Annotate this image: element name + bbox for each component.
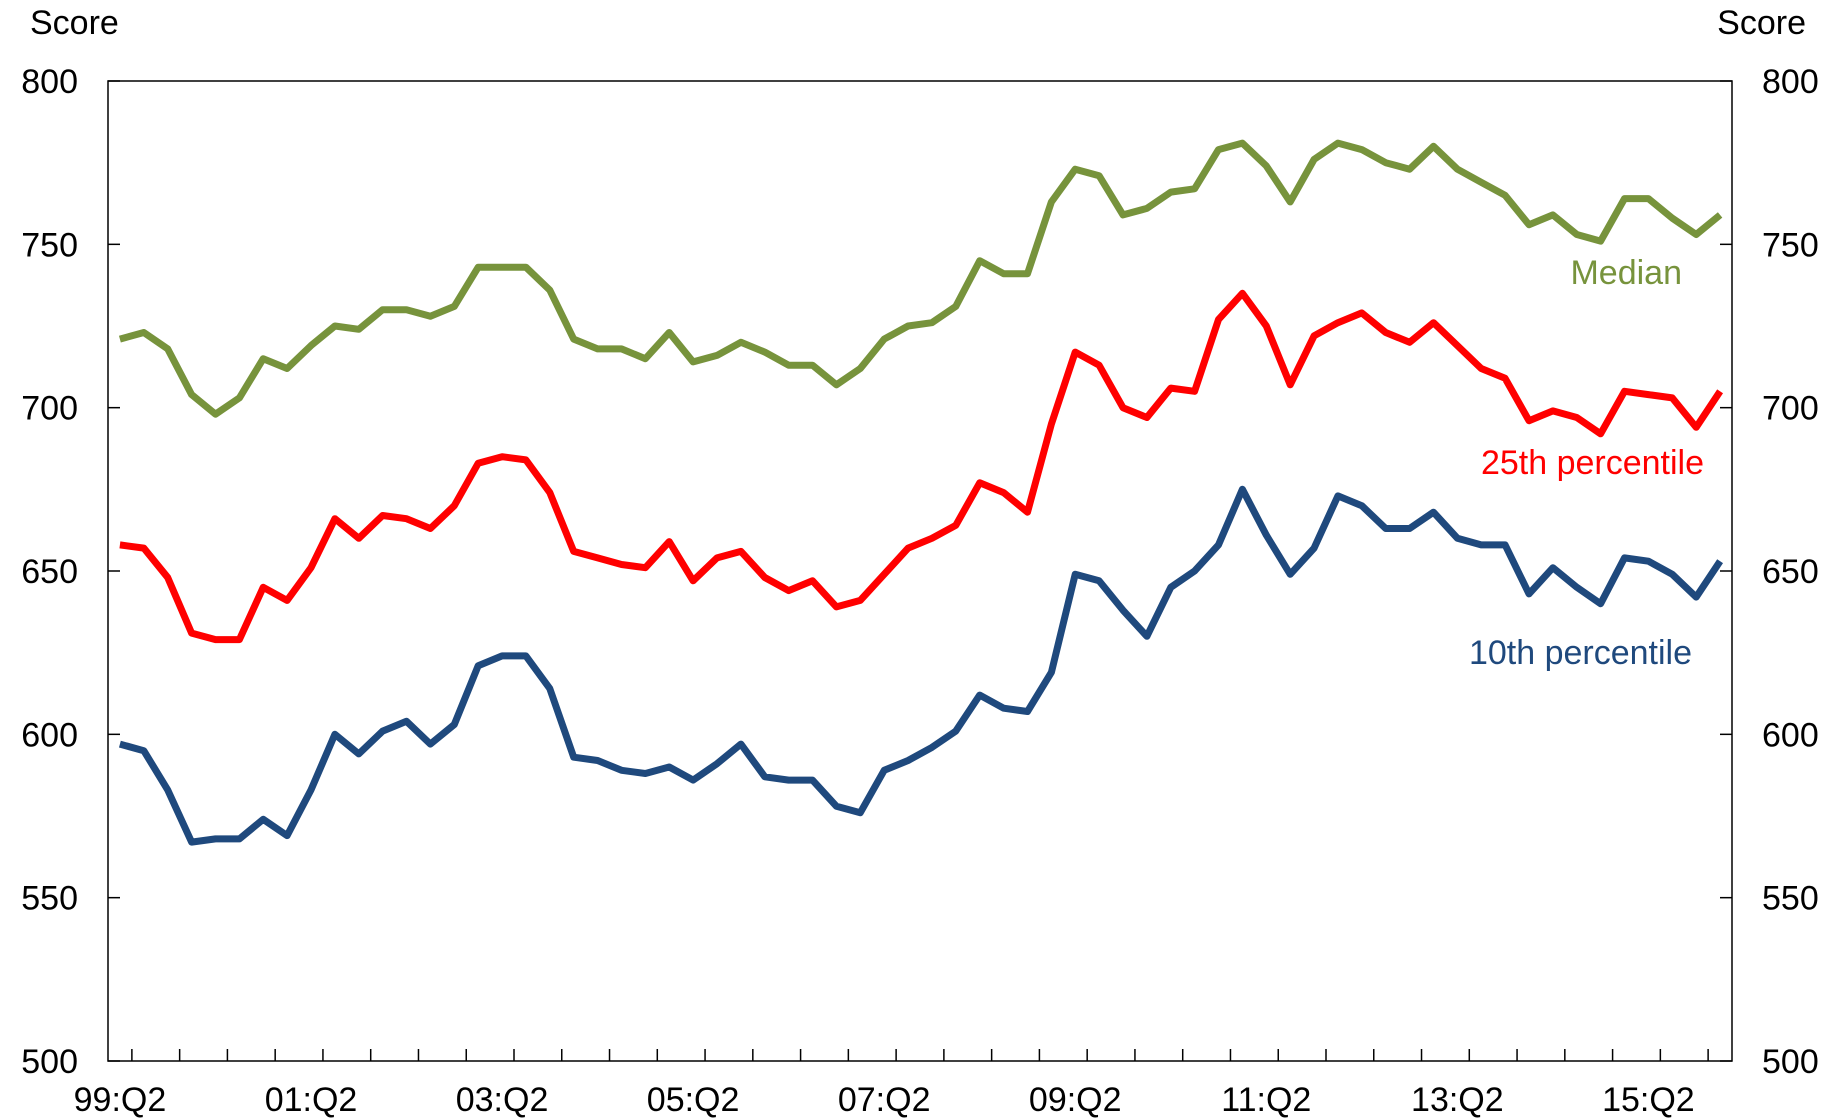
x-tick-label: 13:Q2 <box>1411 1081 1504 1119</box>
left-tick-label: 800 <box>21 63 78 101</box>
x-tick-label: 09:Q2 <box>1029 1081 1122 1119</box>
left-tick-label: 550 <box>21 880 78 918</box>
left-axis-title: Score <box>30 4 119 42</box>
series-lines <box>118 139 1724 846</box>
right-tick-label: 600 <box>1762 716 1819 754</box>
x-tick-label: 07:Q2 <box>838 1081 931 1119</box>
x-tick-label: 01:Q2 <box>265 1081 358 1119</box>
x-axis: 99:Q2 01:Q2 03:Q2 05:Q2 07:Q2 09:Q2 11:Q2 13:Q2… <box>74 1049 1709 1119</box>
series-labels: Median 25th percentile 10th percentile <box>1469 254 1704 672</box>
x-tick-label: 03:Q2 <box>456 1081 549 1119</box>
series-line-10th-percentile <box>118 485 1724 846</box>
x-tick-label: 15:Q2 <box>1602 1081 1695 1119</box>
left-tick-label: 650 <box>21 553 78 591</box>
series-line-median <box>118 139 1723 418</box>
right-tick-label: 550 <box>1762 880 1819 918</box>
plot-area <box>107 80 1733 1062</box>
series-label-median: Median <box>1570 254 1682 292</box>
right-axis-title: Score <box>1717 4 1806 42</box>
right-axis: 500 550 600 650 700 750 800 <box>1720 63 1819 1081</box>
right-tick-label: 800 <box>1762 63 1819 101</box>
series-label-10th-percentile: 10th percentile <box>1469 634 1692 672</box>
right-tick-label: 650 <box>1762 553 1819 591</box>
x-tick-label: 11:Q2 <box>1221 1081 1311 1119</box>
left-axis: 500 550 600 650 700 750 800 <box>21 63 120 1081</box>
series-line-25th-percentile <box>119 289 1724 644</box>
left-tick-label: 700 <box>21 390 78 428</box>
right-tick-label: 500 <box>1762 1043 1819 1081</box>
left-tick-label: 750 <box>21 226 78 264</box>
x-tick-label: 99:Q2 <box>74 1081 167 1119</box>
right-tick-label: 700 <box>1762 390 1819 428</box>
left-tick-label: 500 <box>21 1043 78 1081</box>
series-label-25th-percentile: 25th percentile <box>1481 444 1704 482</box>
x-tick-label: 05:Q2 <box>647 1081 740 1119</box>
right-tick-label: 750 <box>1762 226 1819 264</box>
left-tick-label: 600 <box>21 716 78 754</box>
